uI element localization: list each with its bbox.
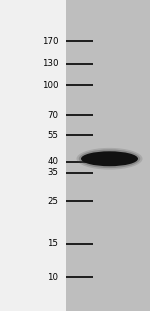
- Ellipse shape: [79, 149, 140, 168]
- Ellipse shape: [76, 148, 142, 169]
- Text: 40: 40: [48, 157, 58, 166]
- Text: 170: 170: [42, 37, 58, 46]
- Text: 10: 10: [48, 273, 58, 282]
- FancyBboxPatch shape: [66, 0, 150, 311]
- Text: 15: 15: [48, 239, 58, 248]
- Text: 55: 55: [48, 131, 58, 140]
- Text: 25: 25: [48, 197, 58, 206]
- Text: 100: 100: [42, 81, 58, 90]
- Text: 70: 70: [48, 111, 58, 120]
- Ellipse shape: [81, 151, 138, 166]
- Text: 35: 35: [48, 169, 58, 178]
- Text: 130: 130: [42, 59, 58, 68]
